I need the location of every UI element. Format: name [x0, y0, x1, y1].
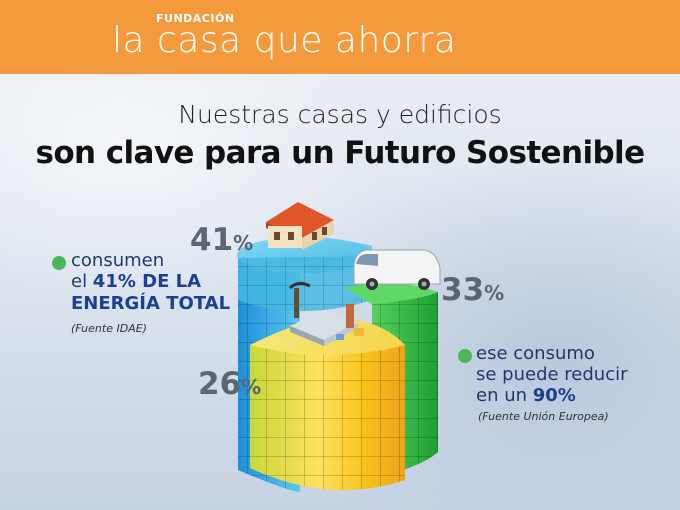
left-note-highlight: 41% DE LA	[92, 271, 202, 292]
header-bar: FUNDACIÓN la casa que ahorra	[0, 0, 680, 74]
right-note-bullet	[458, 349, 472, 363]
headline-line1: Nuestras casas y edificios	[178, 100, 502, 129]
right-note-line1: ese consumo	[476, 343, 595, 364]
factory-icon	[288, 281, 364, 346]
percent-industry-unit: %	[241, 375, 262, 399]
van-icon	[353, 249, 441, 290]
house-icon	[266, 202, 334, 250]
left-note-line2: el 41% DE LA	[71, 272, 201, 292]
right-note-line3-prefix: en un	[476, 385, 533, 406]
right-note-line2: se puede reducir	[476, 364, 628, 385]
left-note-line2-prefix: el	[71, 271, 93, 292]
right-note-highlight: 90%	[532, 385, 576, 406]
left-note-line1: consumen	[71, 250, 165, 271]
right-note-line3: en un 90%	[476, 386, 576, 406]
percent-transport-value: 33	[441, 272, 485, 308]
brand-prefix: FUNDACIÓN	[156, 12, 235, 25]
percent-buildings-unit: %	[233, 231, 254, 255]
percent-buildings-value: 41	[190, 222, 234, 258]
left-note-source: (Fuente IDAE)	[71, 322, 147, 335]
headline-line2: son clave para un Futuro Sostenible	[35, 135, 645, 171]
percent-buildings: 41%	[190, 222, 253, 258]
percent-transport-unit: %	[484, 281, 505, 305]
left-note-bullet	[52, 256, 66, 270]
left-note-line3: ENERGÍA TOTAL	[71, 293, 231, 314]
right-note-source: (Fuente Unión Europea)	[478, 410, 609, 423]
percent-industry: 26%	[198, 366, 261, 402]
percent-transport: 33%	[441, 272, 504, 308]
percent-industry-value: 26	[198, 366, 242, 402]
brand-name: la casa que ahorra	[112, 20, 457, 61]
